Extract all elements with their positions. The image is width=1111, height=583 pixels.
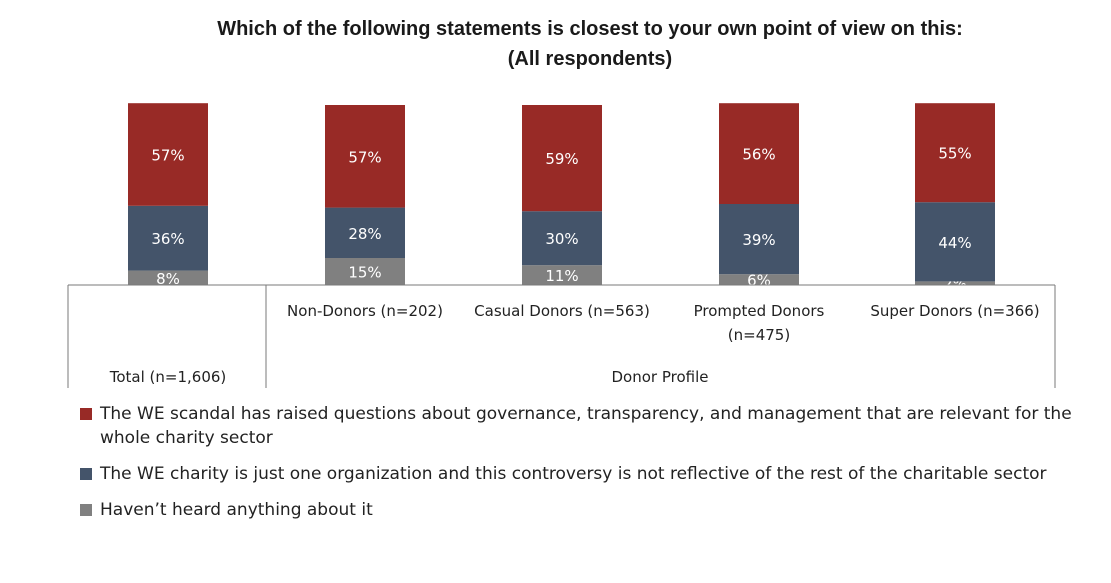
category-label: Non-Donors (n=202) [287, 302, 443, 320]
category-label: Prompted Donors [694, 302, 825, 320]
data-label: 44% [938, 234, 971, 252]
bar-segment [719, 204, 799, 275]
legend-label: Haven’t heard anything about it [100, 500, 373, 520]
category-label: (n=475) [728, 326, 790, 344]
data-label: 28% [348, 225, 381, 243]
data-label: 59% [545, 150, 578, 168]
data-label: 57% [348, 148, 381, 166]
legend-swatch-blue [80, 468, 92, 480]
chart-subtitle: (All respondents) [507, 48, 673, 70]
bar-segment [128, 270, 208, 285]
chart-title: Which of the following statements is clo… [0, 14, 1111, 74]
data-label: 57% [151, 147, 184, 165]
bar-segment [719, 274, 799, 285]
legend-swatch-red [80, 408, 92, 420]
bar-segment [522, 211, 602, 266]
bar-segment [325, 207, 405, 258]
bar-segment [522, 265, 602, 285]
data-label: 55% [938, 145, 971, 163]
data-label: 39% [742, 231, 775, 249]
bar-segment [915, 103, 995, 203]
axis-mask [60, 285, 1110, 288]
legend-item-not-heard: Haven’t heard anything about it [80, 498, 1105, 522]
bar-segment [719, 103, 799, 204]
legend-label: The WE scandal has raised questions abou… [100, 404, 1072, 448]
bar-segment [915, 281, 995, 285]
legend-swatch-gray [80, 504, 92, 516]
bar-segment [915, 202, 995, 282]
category-label: Super Donors (n=366) [870, 302, 1039, 320]
category-label: Total (n=1,606) [109, 368, 227, 386]
bar-segment [325, 258, 405, 285]
category-label: Casual Donors (n=563) [474, 302, 650, 320]
data-label: 36% [151, 230, 184, 248]
legend: The WE scandal has raised questions abou… [80, 402, 1105, 534]
legend-item-one-organization: The WE charity is just one organization … [80, 462, 1105, 486]
bar-segment [325, 105, 405, 208]
data-label: 56% [742, 146, 775, 164]
bar-segment [128, 205, 208, 271]
bar-segment [522, 105, 602, 212]
data-label: 8% [156, 270, 180, 288]
legend-label: The WE charity is just one organization … [100, 464, 1047, 484]
chart-title-line: Which of the following statements is clo… [217, 18, 963, 40]
data-label: 11% [545, 267, 578, 285]
legend-item-questions-raised: The WE scandal has raised questions abou… [80, 402, 1105, 450]
bar-segment [128, 103, 208, 206]
data-label: 15% [348, 264, 381, 282]
group-label: Donor Profile [612, 368, 709, 386]
data-label: 30% [545, 230, 578, 248]
stacked-bar-chart: 8%36%57%15%28%57%11%30%59%6%39%56%2%44%5… [60, 103, 1110, 388]
